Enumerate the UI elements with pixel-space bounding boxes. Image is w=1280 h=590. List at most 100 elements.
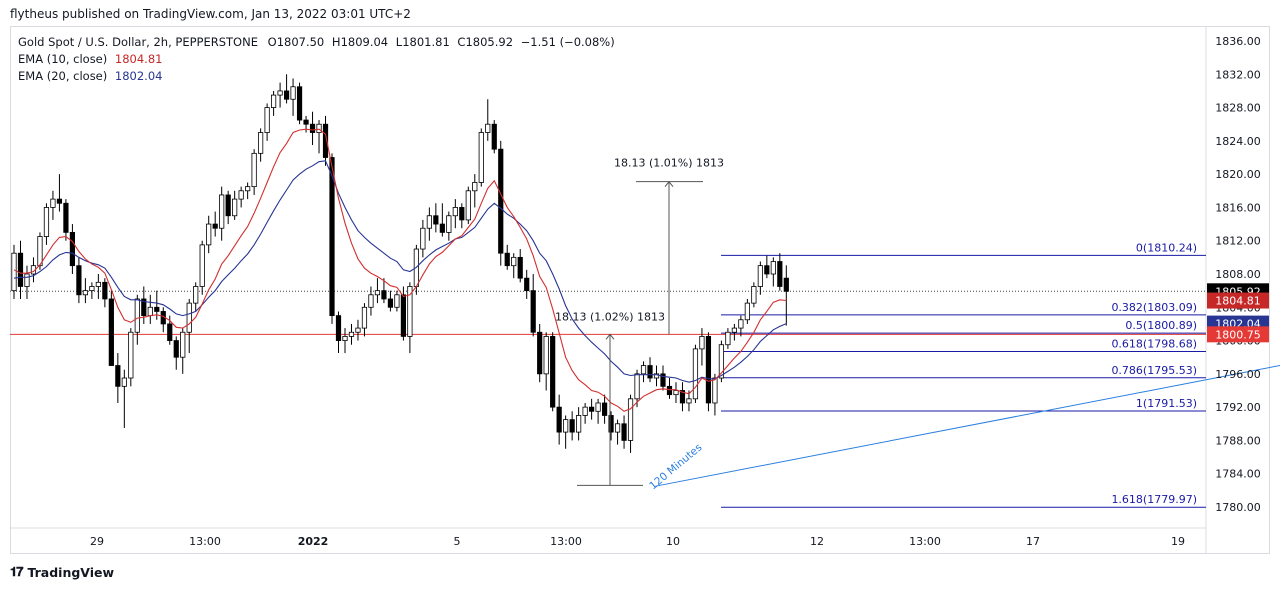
ohlc-open-label: O <box>267 35 277 49</box>
candle-body <box>329 157 335 317</box>
candle-body <box>589 406 595 412</box>
candle-body <box>63 202 69 233</box>
candle-body <box>446 215 452 233</box>
candle-body <box>621 423 627 441</box>
candle-body <box>465 190 471 221</box>
candle-body <box>232 198 238 217</box>
ohlc-low: 1801.81 <box>402 35 450 49</box>
candle-body <box>459 207 465 221</box>
candle-body <box>128 331 134 379</box>
fib-level-label: 1.618(1779.97) <box>1111 493 1197 506</box>
candle-body <box>640 365 647 375</box>
candle-body <box>524 277 530 292</box>
price-tick-label: 1820.00 <box>1215 168 1261 181</box>
candle-body <box>102 281 108 300</box>
ohlc-low-label: L <box>395 35 403 49</box>
candle-body <box>199 244 205 287</box>
candle-body <box>11 252 17 292</box>
trendline-label: 120 Minutes <box>647 442 704 493</box>
candle-body <box>595 402 601 412</box>
candle-body <box>738 319 744 329</box>
time-tick-label: 19 <box>1171 535 1185 548</box>
candle-body <box>634 373 640 400</box>
candle-body <box>186 302 192 333</box>
candle-body <box>24 273 30 287</box>
price-tick-label: 1812.00 <box>1215 235 1261 248</box>
candle-body <box>154 306 160 312</box>
ema20-row[interactable]: EMA (20, close) 1802.04 <box>18 68 615 85</box>
symbol-label[interactable]: Gold Spot / U.S. Dollar, 2h, PEPPERSTONE <box>18 35 258 49</box>
candle-body <box>121 377 127 387</box>
price-tick-label: 1780.00 <box>1215 501 1261 514</box>
candle-body <box>225 194 231 217</box>
price-badge-label: 1804.81 <box>1215 295 1261 308</box>
candle-body <box>627 398 634 441</box>
fib-level-label: 0.382(1803.09) <box>1111 301 1197 314</box>
range-upper-arrowhead <box>664 180 674 187</box>
candle-body <box>770 261 776 275</box>
candle-body <box>530 290 536 333</box>
candle-body <box>374 290 381 296</box>
price-badge <box>1207 292 1269 309</box>
time-tick-label: 13:00 <box>909 535 941 548</box>
candle-body <box>173 340 179 358</box>
candle-body <box>69 231 76 267</box>
candle-body <box>731 327 737 333</box>
candle-body <box>712 377 718 404</box>
candle-body <box>316 123 322 133</box>
candle-body <box>193 286 199 304</box>
candle-body <box>381 290 387 300</box>
candle-body <box>50 198 56 208</box>
candle-body <box>95 281 101 287</box>
candle-body <box>283 90 290 100</box>
ohlc-close: 1805.92 <box>465 35 514 49</box>
candle-body <box>309 123 316 133</box>
time-tick-label: 5 <box>454 535 461 548</box>
tradingview-logo[interactable]: 𝟏𝟕 TradingView <box>10 565 114 580</box>
price-tick-label: 1836.00 <box>1215 35 1261 48</box>
candle-body <box>543 336 549 375</box>
candle-body <box>777 261 783 287</box>
price-tick-label: 1816.00 <box>1215 201 1261 214</box>
price-tick-label: 1788.00 <box>1215 434 1261 447</box>
fib-level-label: 0.5(1800.89) <box>1125 319 1197 332</box>
candle-body <box>783 277 789 292</box>
candle-body <box>699 336 705 350</box>
candle-body <box>601 402 608 416</box>
candle-body <box>757 265 763 287</box>
candle-body <box>355 327 361 333</box>
tradingview-logo-icon: 𝟏𝟕 <box>10 565 24 580</box>
candle-body <box>180 331 186 358</box>
candle-body <box>608 415 614 433</box>
price-change: −1.51 (−0.08%) <box>520 35 615 49</box>
fib-level-label: 0.786(1795.53) <box>1111 364 1197 377</box>
candle-body <box>258 132 264 154</box>
ema10-row[interactable]: EMA (10, close) 1804.81 <box>18 51 615 68</box>
candle-body <box>238 190 244 200</box>
ema20-line <box>13 160 787 383</box>
trendline <box>655 364 1280 487</box>
candle-body <box>550 336 556 408</box>
candle-body <box>517 256 523 279</box>
candle-body <box>407 286 413 337</box>
candle-body <box>485 123 491 133</box>
candle-body <box>89 286 95 292</box>
candle-body <box>115 365 121 387</box>
candle-body <box>264 107 270 133</box>
candles <box>11 74 789 453</box>
chart-frame[interactable] <box>10 26 1270 554</box>
candle-body <box>322 123 329 158</box>
candle-body <box>141 298 147 317</box>
candle-body <box>82 290 88 296</box>
ema20-label: EMA (20, close) <box>18 69 108 83</box>
candle-body <box>400 294 407 337</box>
candle-body <box>348 331 355 337</box>
candle-body <box>43 207 50 237</box>
price-badge-label: 1800.75 <box>1215 328 1261 341</box>
candle-body <box>660 373 666 387</box>
candle-body <box>725 331 731 346</box>
price-tick-label: 1832.00 <box>1215 68 1261 81</box>
candle-body <box>303 119 309 125</box>
candle-body <box>433 215 439 225</box>
